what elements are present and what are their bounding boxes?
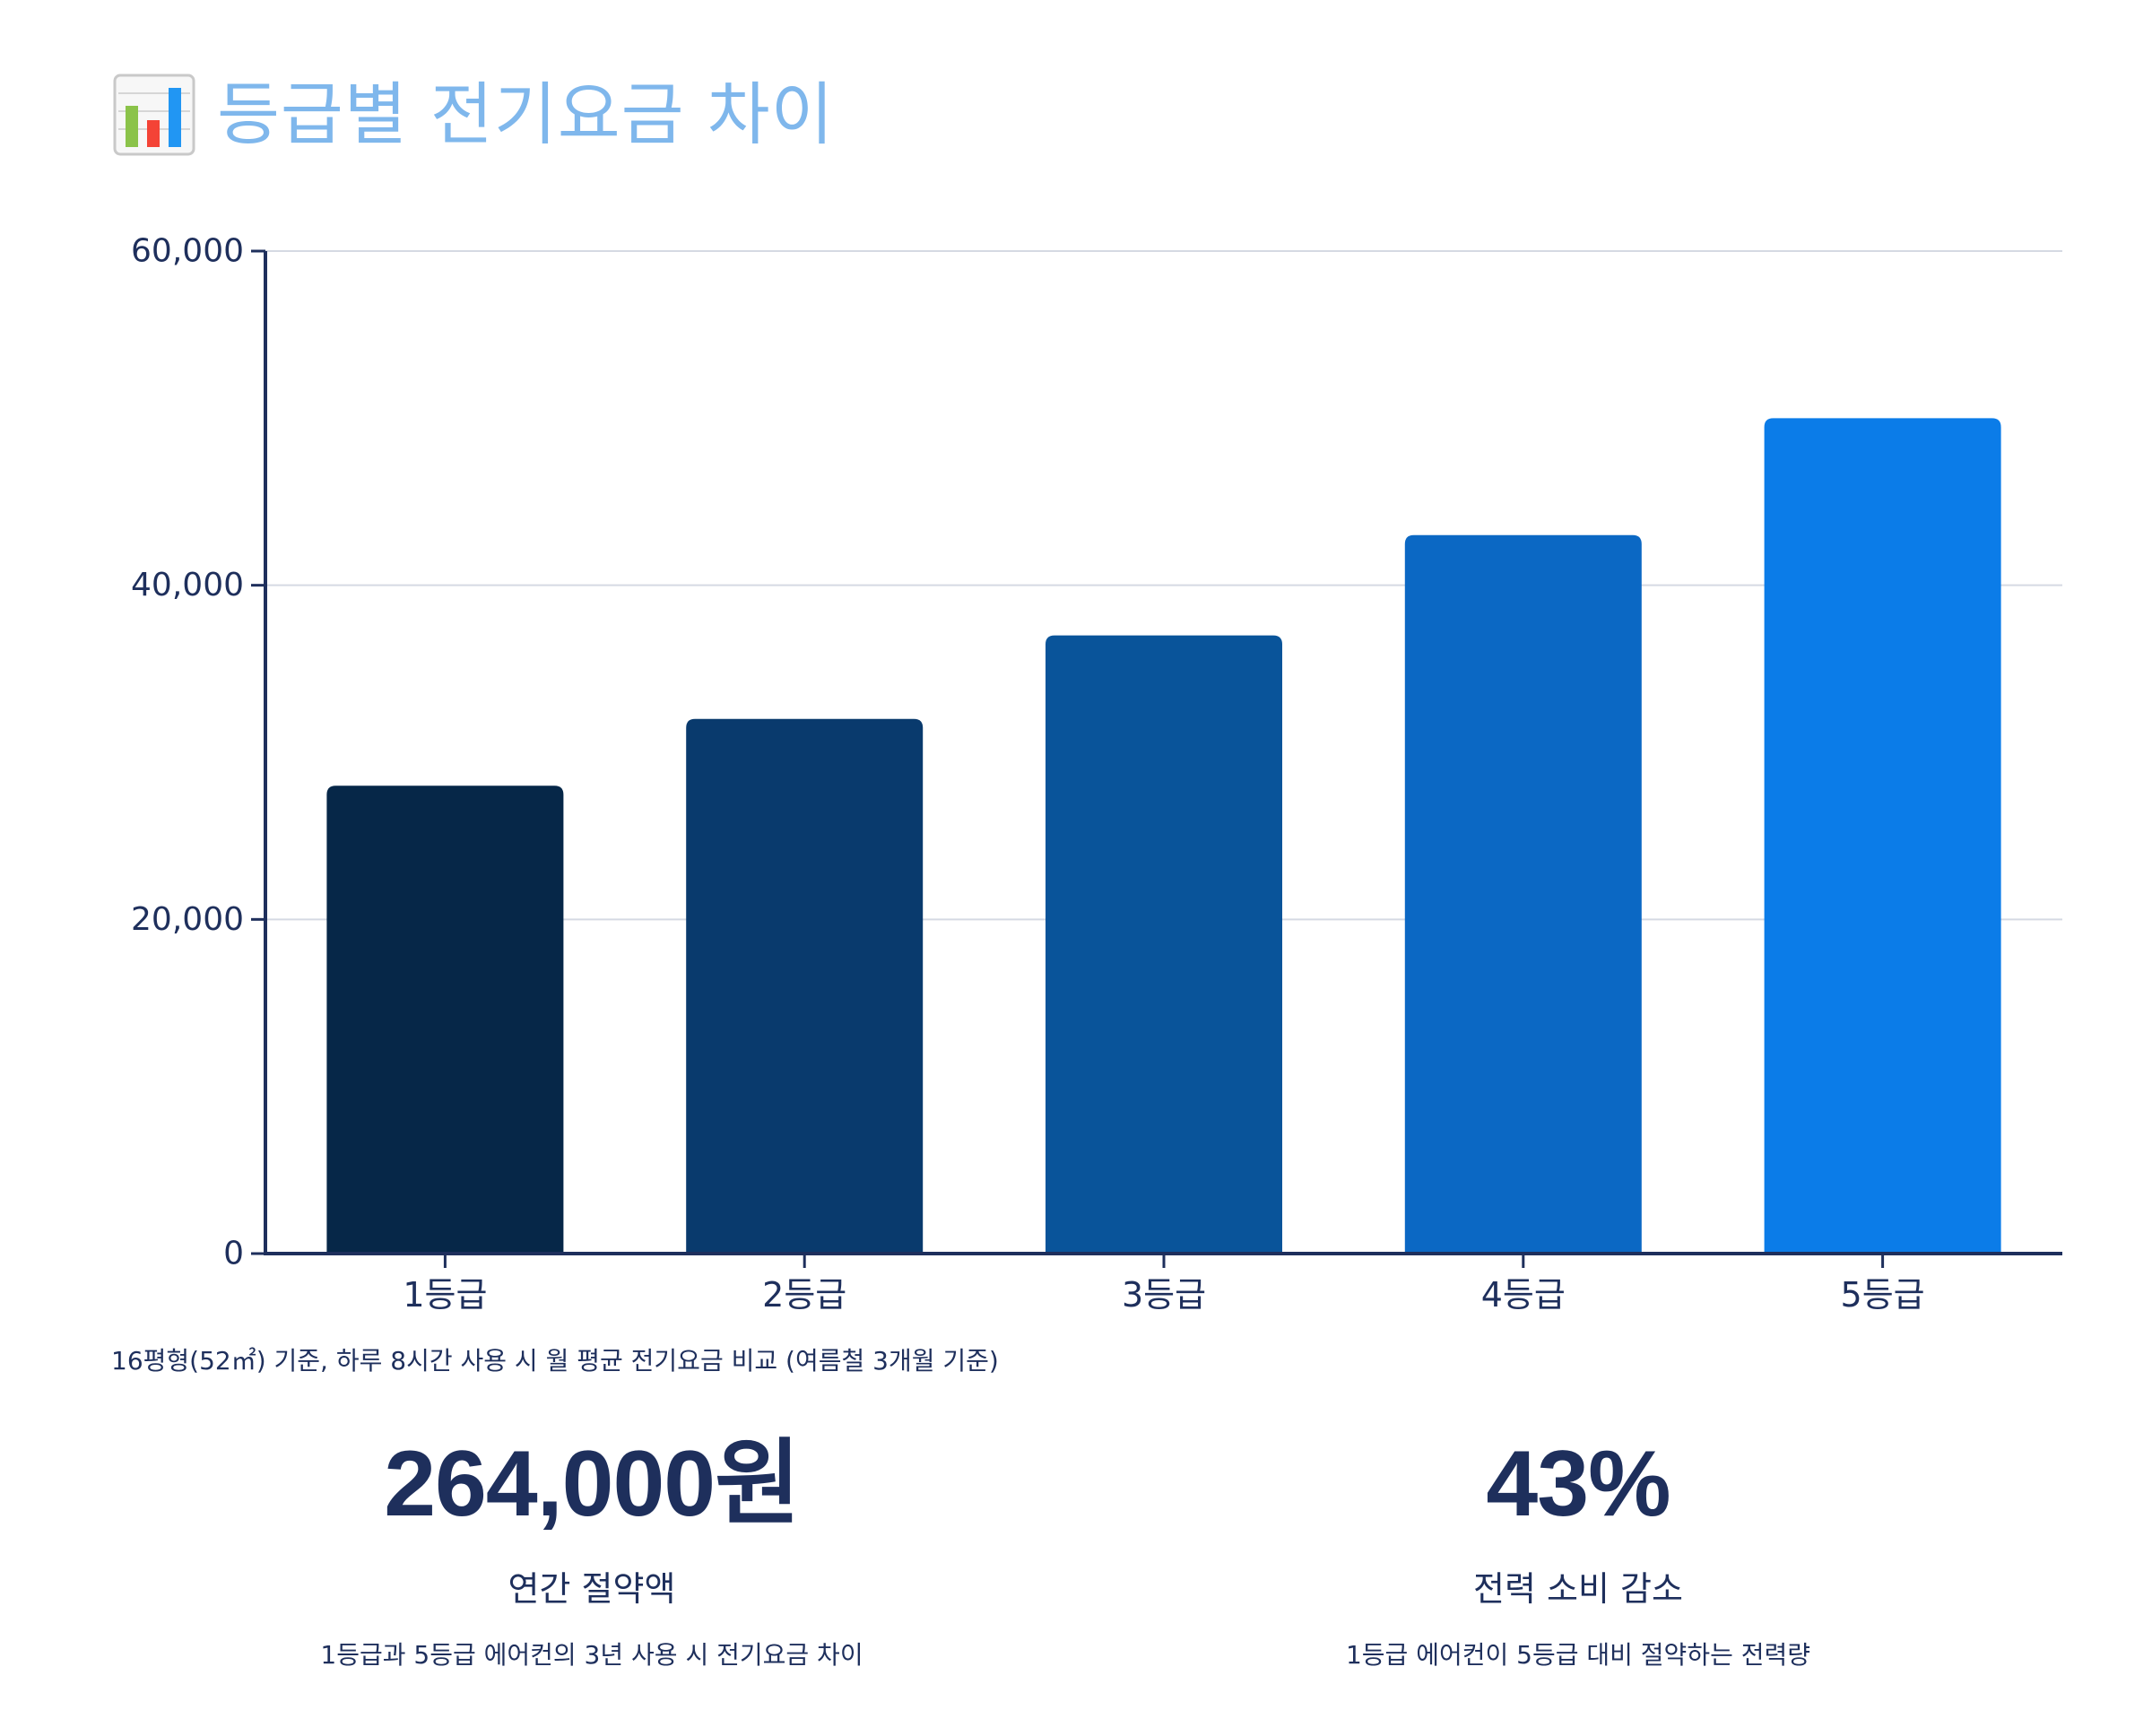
stat-label: 연간 절약액	[508, 1569, 676, 1609]
x-tick-label: 2등급	[762, 1275, 846, 1315]
y-tick-label: 20,000	[131, 901, 244, 938]
page-title: 등급별 전기요금 차이	[111, 72, 835, 158]
y-tick-label: 40,000	[131, 567, 244, 603]
stat-value: 43%	[1486, 1432, 1670, 1536]
stat-value: 264,000원	[384, 1432, 801, 1536]
stat-description: 1등급과 5등급 에어컨의 3년 사용 시 전기요금 차이	[320, 1640, 863, 1670]
bar-chart-icon	[113, 74, 195, 156]
stat-label: 전력 소비 감소	[1473, 1569, 1683, 1609]
x-tick-label: 4등급	[1481, 1275, 1566, 1315]
x-tick-label: 1등급	[403, 1275, 487, 1315]
title-text: 등급별 전기요금 차이	[217, 74, 835, 154]
stat-description: 1등급 에어컨이 5등급 대비 절약하는 전력량	[1345, 1640, 1811, 1670]
stat-power-reduction: 43% 전력 소비 감소 1등급 에어컨이 5등급 대비 절약하는 전력량	[1237, 1426, 1919, 1671]
y-tick-label: 60,000	[131, 233, 244, 270]
bar	[326, 786, 564, 1254]
bar	[1404, 534, 1642, 1254]
chart-caption: 16평형(52㎡) 기준, 하루 8시간 사용 시 월 평균 전기요금 비교 (…	[111, 1346, 999, 1376]
x-tick-label: 5등급	[1841, 1275, 1925, 1315]
x-tick-label: 3등급	[1122, 1275, 1206, 1315]
stat-annual-savings: 264,000원 연간 절약액 1등급과 5등급 에어컨의 3년 사용 시 전기…	[251, 1426, 933, 1671]
y-tick-label: 0	[223, 1236, 244, 1272]
bar-chart: 0 20,000 40,000 60,000 1등급 2등급 3등급 4등급 5등급	[131, 233, 2062, 1315]
bar	[686, 718, 924, 1254]
bar	[1046, 635, 1282, 1254]
bar	[1764, 418, 2001, 1254]
